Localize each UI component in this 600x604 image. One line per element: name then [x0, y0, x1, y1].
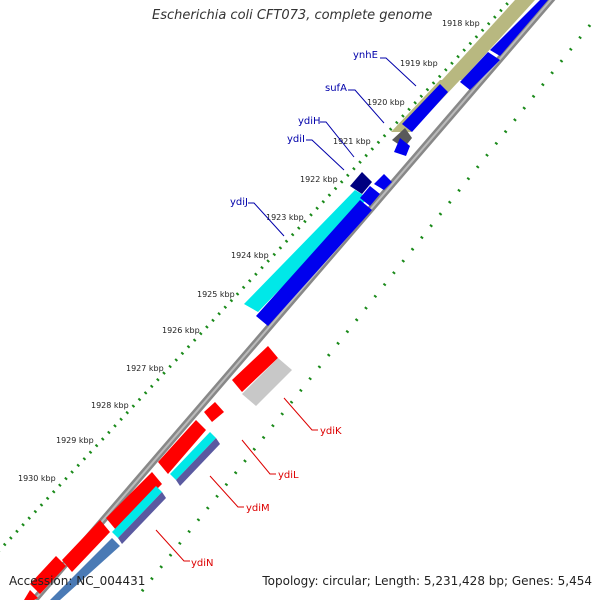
- gene-cyan-feature: [112, 486, 162, 538]
- tick-label: 1927 kbp: [126, 364, 164, 373]
- callout-line: [209, 475, 244, 508]
- callout-line: [241, 439, 276, 475]
- tick-label: 1929 kbp: [56, 436, 94, 445]
- callout-line: [380, 57, 417, 87]
- map-title: Escherichia coli CFT073, complete genome: [152, 8, 433, 23]
- forward-strand-features: [244, 0, 548, 326]
- callout-line: [248, 202, 285, 237]
- tick-label: 1928 kbp: [91, 401, 129, 410]
- reverse-strand-features: [24, 346, 292, 600]
- tick-label: 1922 kbp: [300, 175, 338, 184]
- forward-gene-callouts: ynhE sufA ydiH ydiI ydiJ: [230, 50, 417, 237]
- scale-ticks: 1918 kbp 1919 kbp 1920 kbp 1921 kbp 1922…: [18, 19, 480, 483]
- gene-red-feature: [158, 420, 206, 474]
- gene-red-feature: [24, 590, 38, 600]
- genome-summary: Topology: circular; Length: 5,231,428 bp…: [262, 574, 592, 588]
- gene-blue-feature: [394, 138, 410, 156]
- gene-label-ydiI: ydiI: [287, 134, 305, 145]
- reverse-gene-callouts: ydiK ydiL ydiM ydiN: [155, 397, 342, 569]
- gene-blue-feature: [402, 84, 448, 132]
- tick-label: 1920 kbp: [367, 98, 405, 107]
- reverse-dotted-ring: [133, 24, 592, 601]
- gene-grey-feature: [242, 358, 292, 406]
- gene-blue-feature: [460, 52, 500, 90]
- callout-line: [348, 89, 385, 124]
- gene-purple-feature: [176, 438, 220, 486]
- callout-line: [320, 121, 355, 158]
- gene-label-ydiK: ydiK: [320, 426, 342, 437]
- gene-cyan-feature: [170, 432, 216, 480]
- gene-blue-feature: [490, 0, 548, 56]
- callout-line: [283, 397, 318, 431]
- gene-red-feature: [106, 472, 162, 530]
- tick-label: 1925 kbp: [197, 290, 235, 299]
- gene-red-feature: [62, 520, 110, 572]
- gene-label-ydiL: ydiL: [278, 470, 299, 481]
- gene-red-feature: [30, 556, 66, 594]
- tick-label: 1930 kbp: [18, 474, 56, 483]
- gene-red-feature: [204, 402, 224, 422]
- tick-label: 1923 kbp: [266, 213, 304, 222]
- gene-label-ydiN: ydiN: [191, 558, 214, 569]
- gene-blue-feature: [256, 200, 372, 326]
- gene-label-ydiJ: ydiJ: [230, 197, 248, 208]
- tick-label: 1924 kbp: [231, 251, 269, 260]
- tick-label: 1926 kbp: [162, 326, 200, 335]
- gene-steel-feature: [50, 538, 120, 600]
- gene-label-ynhE: ynhE: [353, 50, 378, 61]
- gene-navy-feature: [350, 172, 372, 194]
- gene-purple-feature: [118, 492, 166, 544]
- gene-label-sufA: sufA: [325, 83, 347, 94]
- gene-blue-feature: [360, 186, 380, 206]
- accession-label: Accession: NC_004431: [9, 574, 146, 588]
- gene-blue-feature: [374, 174, 392, 190]
- tick-label: 1919 kbp: [400, 59, 438, 68]
- callout-line: [155, 529, 190, 562]
- gene-label-ydiH: ydiH: [298, 116, 321, 127]
- gene-olive-feature: [442, 0, 535, 80]
- gene-red-feature: [232, 346, 278, 392]
- gene-dark-feature: [392, 128, 412, 148]
- gene-cyan-feature: [244, 190, 368, 312]
- tick-label: 1918 kbp: [442, 19, 480, 28]
- backbone: [27, 0, 556, 604]
- gene-label-ydiM: ydiM: [246, 503, 270, 514]
- callout-line: [306, 139, 345, 171]
- tick-label: 1921 kbp: [333, 137, 371, 146]
